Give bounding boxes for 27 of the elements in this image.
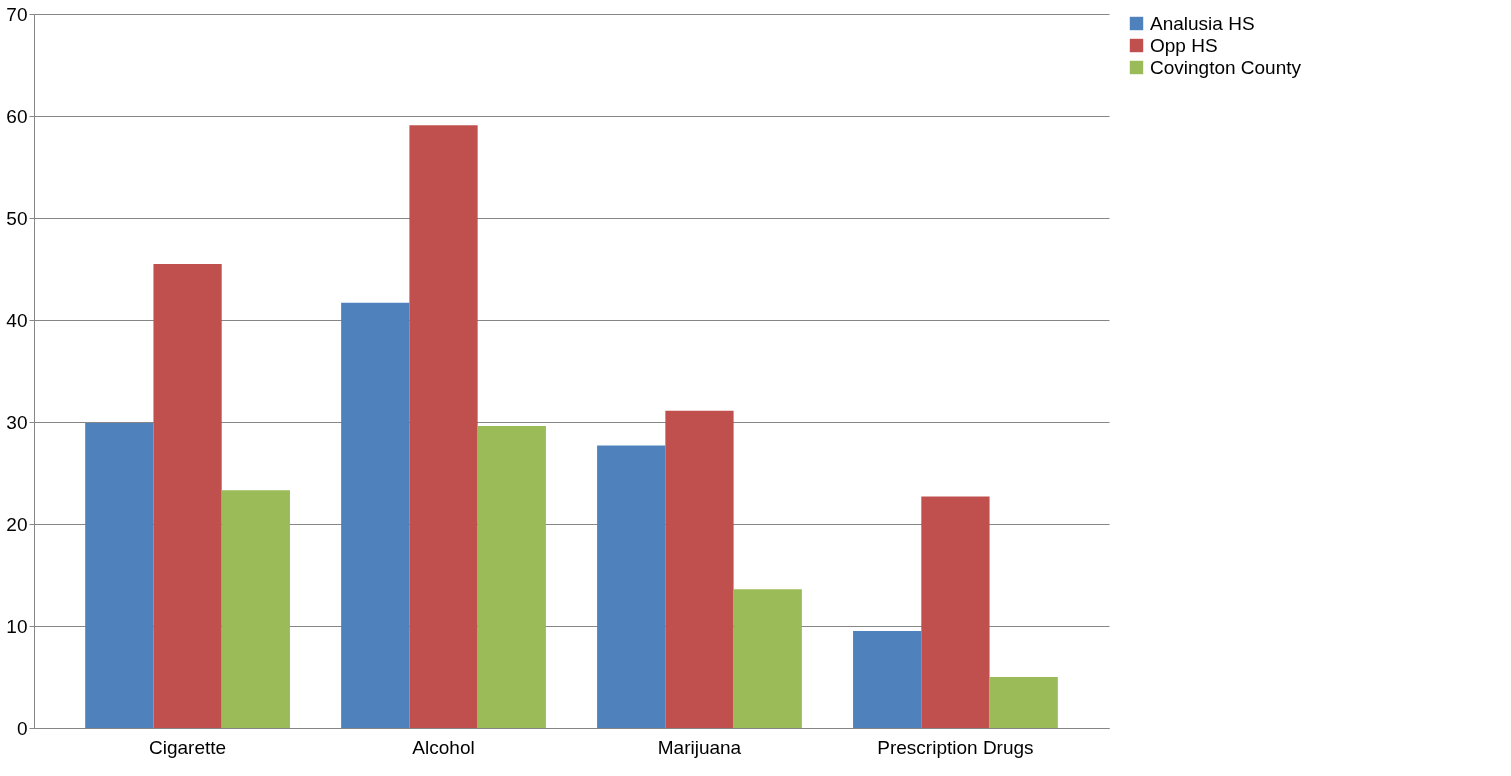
- bar: [597, 445, 666, 728]
- bar: [85, 423, 154, 728]
- y-tick-label: 0: [16, 717, 28, 739]
- bar: [989, 677, 1058, 728]
- legend-label: Covington County: [1150, 56, 1302, 78]
- legend-label: Opp HS: [1150, 34, 1218, 56]
- bar: [921, 496, 990, 728]
- bar: [733, 589, 802, 728]
- y-tick-label: 40: [6, 309, 28, 331]
- bar: [409, 125, 478, 728]
- x-tick-label: Cigarette: [149, 736, 227, 758]
- y-tick-label: 50: [6, 207, 28, 229]
- bar: [477, 426, 546, 728]
- bar: [153, 263, 222, 728]
- y-tick-label: 20: [6, 513, 28, 535]
- x-tick-label: Marijuana: [657, 736, 742, 758]
- bar: [341, 302, 410, 728]
- x-tick-label: Alcohol: [412, 736, 475, 758]
- y-tick-label: 60: [6, 105, 28, 127]
- bar: [853, 631, 922, 728]
- legend-label: Analusia HS: [1150, 12, 1255, 34]
- bar: [221, 490, 290, 728]
- y-tick-label: 30: [6, 411, 28, 433]
- y-tick-label: 70: [6, 3, 28, 25]
- bar: [665, 410, 734, 728]
- y-tick-label: 10: [6, 615, 28, 637]
- x-tick-label: Prescription Drugs: [877, 736, 1034, 758]
